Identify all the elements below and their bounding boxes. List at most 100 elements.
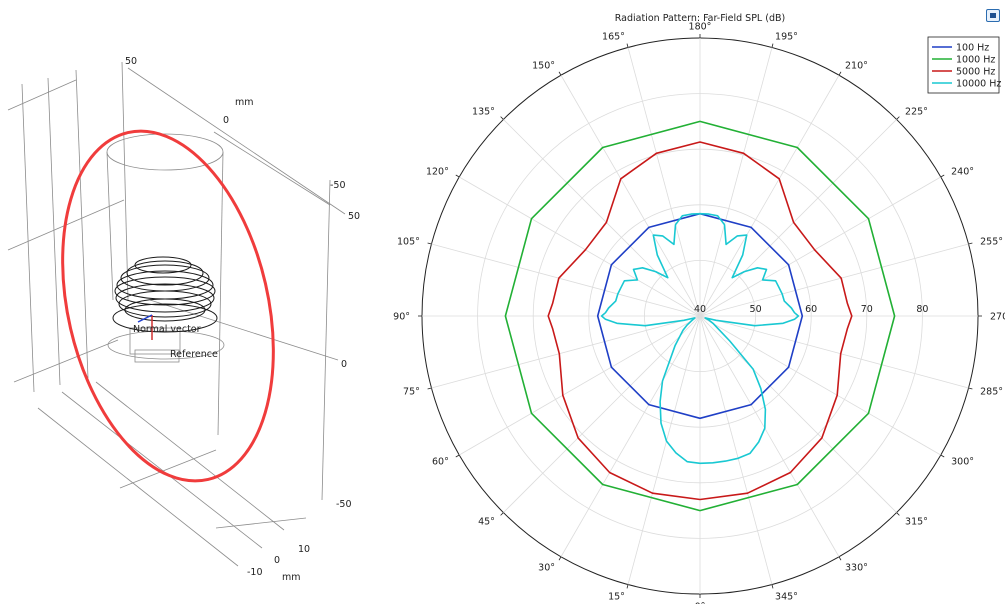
radial-tick-label: 70 xyxy=(861,304,873,315)
angle-tick-label: 195° xyxy=(775,31,798,42)
normal-vector-label: Normal vector xyxy=(133,324,201,335)
tick-label-50-right: 50 xyxy=(348,211,360,222)
grid-spoke xyxy=(699,315,969,389)
angle-tick-label: 0° xyxy=(695,602,706,604)
angle-tick-label: 330° xyxy=(845,563,868,574)
angle-tick-label: 345° xyxy=(775,592,798,603)
angle-tick-label: 300° xyxy=(951,457,974,468)
series-line-1000-hz xyxy=(504,120,896,512)
legend-entry: 5000 Hz xyxy=(956,67,995,78)
angle-tick-mark xyxy=(500,512,504,516)
angle-tick-label: 105° xyxy=(397,236,420,247)
angle-tick-label: 90° xyxy=(393,312,410,323)
unit-label-mm-bottom: mm xyxy=(282,572,301,583)
angle-tick-mark xyxy=(771,584,774,589)
radial-tick-label: 40 xyxy=(694,304,706,315)
angle-tick-mark xyxy=(558,71,562,76)
angle-tick-label: 225° xyxy=(905,106,928,117)
angle-tick-label: 255° xyxy=(980,236,1003,247)
angle-tick-label: 165° xyxy=(602,31,625,42)
grid-spoke xyxy=(699,315,840,557)
grid-spoke xyxy=(699,119,897,317)
grid-spoke xyxy=(699,315,773,585)
grid-spoke xyxy=(560,315,701,557)
tick-label-neg10-bottom: -10 xyxy=(247,567,263,578)
angle-tick-mark xyxy=(500,116,504,120)
grid-spoke xyxy=(699,315,941,456)
image-export-icon[interactable] xyxy=(986,9,1000,22)
angle-tick-mark xyxy=(626,584,629,589)
grid-spoke xyxy=(699,176,941,317)
legend-entry: 10000 Hz xyxy=(956,79,1001,90)
legend-entry: 1000 Hz xyxy=(956,55,995,66)
image-export-icon-glyph xyxy=(990,13,996,18)
angle-tick-mark xyxy=(455,454,460,458)
polar-grid xyxy=(418,34,982,598)
grid-spoke xyxy=(627,315,701,585)
angle-tick-label: 315° xyxy=(905,517,928,528)
angle-tick-label: 15° xyxy=(608,592,625,603)
angle-tick-mark xyxy=(771,43,774,48)
reference-label: Reference xyxy=(170,349,218,360)
angle-tick-label: 75° xyxy=(403,387,420,398)
grid-spoke xyxy=(459,315,701,456)
speaker-driver xyxy=(112,256,218,333)
angle-tick-mark xyxy=(940,174,945,178)
tick-label-0-top: 0 xyxy=(223,115,229,126)
angle-tick-mark xyxy=(838,556,842,561)
grid-spoke xyxy=(699,75,840,317)
tick-label-neg50-top: -50 xyxy=(330,180,346,191)
angle-tick-mark xyxy=(455,174,460,178)
grid-spoke xyxy=(560,75,701,317)
grid-spoke xyxy=(699,47,773,317)
grid-spoke xyxy=(699,243,969,317)
angle-tick-label: 240° xyxy=(951,167,974,178)
grid-spoke xyxy=(459,176,701,317)
grid-spoke xyxy=(503,119,701,317)
tick-label-0-right: 0 xyxy=(341,359,347,370)
angle-tick-mark xyxy=(838,71,842,76)
angle-tick-label: 135° xyxy=(472,106,495,117)
angle-tick-label: 180° xyxy=(689,22,712,33)
far-field-ring xyxy=(61,129,275,483)
angle-tick-label: 210° xyxy=(845,60,868,71)
geometry-view[interactable]: 50 0 -50 50 0 -50 10 0 -10 mm mm Normal … xyxy=(0,0,400,604)
angle-tick-mark xyxy=(896,116,900,120)
angle-tick-label: 30° xyxy=(538,563,555,574)
series-layer xyxy=(504,120,896,512)
unit-label-mm-top: mm xyxy=(235,97,254,108)
angle-tick-mark xyxy=(558,556,562,561)
series-line-10000-hz xyxy=(600,212,800,465)
tick-label-0-bottom: 0 xyxy=(274,555,280,566)
angle-tick-mark xyxy=(968,242,973,245)
tick-label-neg50-right: -50 xyxy=(336,499,352,510)
angle-tick-label: 285° xyxy=(980,387,1003,398)
angle-tick-mark xyxy=(626,43,629,48)
tick-label-10-bottom: 10 xyxy=(298,544,310,555)
chart-title: Radiation Pattern: Far-Field SPL (dB) xyxy=(615,13,785,24)
angle-tick-mark xyxy=(427,387,432,390)
angle-tick-label: 120° xyxy=(426,167,449,178)
angle-tick-mark xyxy=(427,242,432,245)
radial-tick-label: 50 xyxy=(750,304,762,315)
angle-tick-label: 45° xyxy=(478,517,495,528)
reference-vector-arrow xyxy=(137,314,153,323)
angle-tick-label: 150° xyxy=(532,60,555,71)
wireframe-lines xyxy=(7,61,346,567)
grid-spoke xyxy=(431,315,701,389)
angle-tick-mark xyxy=(940,454,945,458)
radial-tick-label: 60 xyxy=(805,304,817,315)
tick-labels: 0° 15° 30° 45° 60° 75° 90° 105° 120° 135° 150° 165°… xyxy=(393,22,1005,604)
angle-tick-mark xyxy=(968,387,973,390)
angle-tick-label: 60° xyxy=(432,457,449,468)
tick-label-50-top: 50 xyxy=(125,56,137,67)
grid-spoke xyxy=(503,315,701,513)
grid-spoke xyxy=(627,47,701,317)
radial-tick-label: 80 xyxy=(916,304,928,315)
angle-tick-label: 270° xyxy=(990,312,1005,323)
grid-spoke xyxy=(699,315,897,513)
legend-entry: 100 Hz xyxy=(956,43,989,54)
series-line-5000-hz xyxy=(547,141,853,501)
